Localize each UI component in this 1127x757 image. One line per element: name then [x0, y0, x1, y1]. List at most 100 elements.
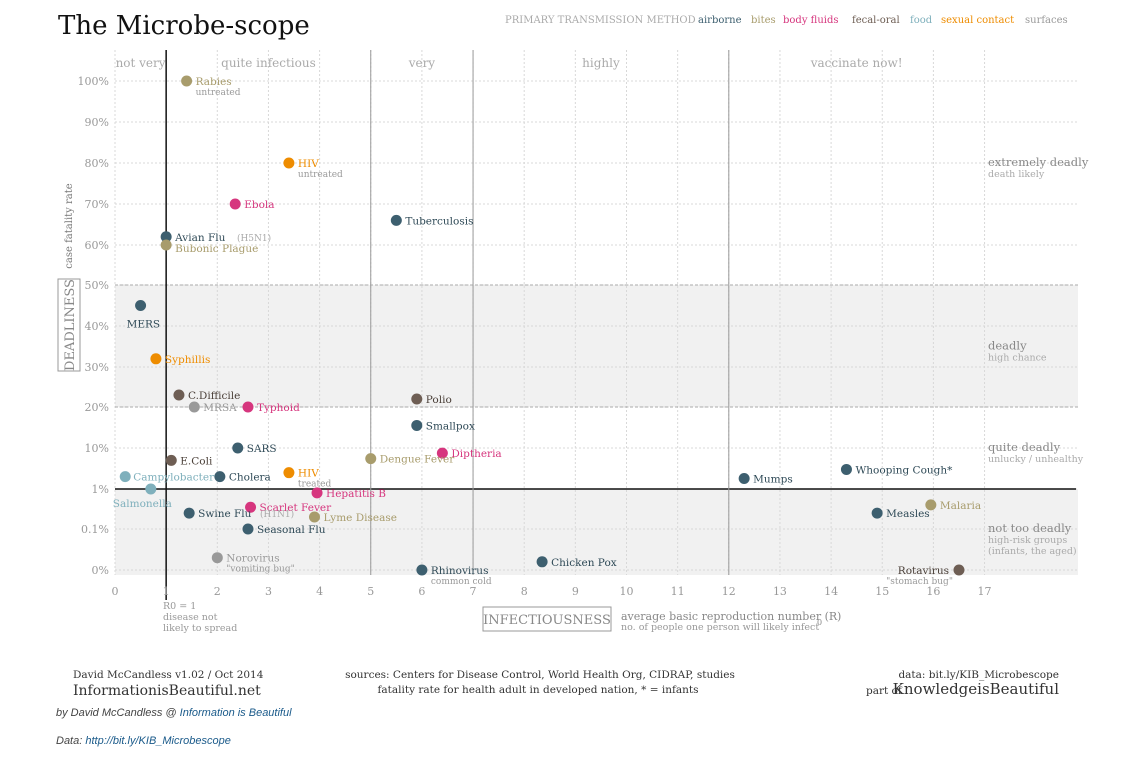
legend-item-fecal-oral: fecal-oral — [852, 15, 900, 26]
x-tick-label: 13 — [773, 585, 787, 598]
point-hiv-label: HIV — [298, 158, 319, 170]
x-axis-note-end: ) — [837, 610, 841, 623]
point-rhinovirus — [416, 564, 428, 576]
point-polio — [411, 393, 423, 405]
x-axis-label: INFECTIOUSNESS — [483, 613, 611, 628]
point-malaria-label: Malaria — [940, 500, 981, 512]
point-rotavirus-label: Rotavirus — [898, 565, 949, 577]
point-sars — [232, 442, 244, 454]
point-avian-flu-tag: (H5N1) — [237, 233, 271, 244]
y-tick-label: 1% — [92, 483, 109, 496]
x-zone-label: quite infectious — [221, 56, 316, 70]
x-zone-label: not very — [116, 56, 166, 70]
credit-data-link[interactable]: http://bit.ly/KIB_Microbescope — [85, 735, 231, 747]
point-mers-label: MERS — [127, 319, 161, 331]
x-tick-label: 12 — [722, 585, 736, 598]
x-axis-note: average basic reproduction number (R — [621, 610, 838, 623]
r0-note: likely to spread — [163, 623, 237, 634]
y-tick-label: 80% — [85, 157, 109, 170]
point-mrsa-label: MRSA — [203, 402, 237, 414]
y-zone-label: extremely deadly — [988, 155, 1089, 169]
point-rabies-label: Rabies — [196, 76, 232, 88]
point-diptheria-label: Diptheria — [451, 448, 501, 460]
y-zone-sublabel: high-risk groups — [988, 535, 1067, 546]
point-lyme-disease-label: Lyme Disease — [323, 512, 396, 524]
x-tick-label: 17 — [978, 585, 992, 598]
point-c-difficile — [173, 389, 185, 401]
y-tick-label: 100% — [78, 75, 109, 88]
x-zone-label: vaccinate now! — [810, 56, 903, 70]
r0-note: R0 = 1 — [163, 601, 196, 612]
point-bubonic-plague-label: Bubonic Plague — [175, 243, 258, 255]
point-whooping-cough- — [840, 463, 852, 475]
legend-item-airborne: airborne — [698, 15, 742, 26]
point-tuberculosis-label: Tuberculosis — [405, 215, 473, 227]
x-tick-label: 8 — [521, 585, 528, 598]
x-tick-label: 9 — [572, 585, 579, 598]
point-rabies-sublabel: untreated — [196, 88, 241, 98]
footer-data-link: data: bit.ly/KIB_Microbescope — [898, 669, 1059, 681]
xlabel-box — [482, 606, 612, 632]
x-tick-label: 16 — [926, 585, 940, 598]
point-seasonal-flu — [242, 523, 254, 535]
band-deadly — [115, 285, 1078, 407]
y-zone-label: not too deadly — [988, 521, 1072, 535]
point-mumps-label: Mumps — [753, 474, 793, 486]
point-norovirus-sublabel: "vomiting bug" — [226, 565, 294, 575]
point-sars-label: SARS — [247, 443, 277, 455]
point-hiv-sublabel: untreated — [298, 170, 343, 180]
y-tick-label: 40% — [85, 320, 109, 333]
point-ebola — [229, 198, 241, 210]
x-tick-label: 11 — [671, 585, 685, 598]
credit-by-text: by David McCandless @ — [56, 707, 180, 719]
x-tick-label: 7 — [470, 585, 477, 598]
y-tick-label: 10% — [85, 442, 109, 455]
credit-by-link[interactable]: Information is Beautiful — [179, 707, 292, 719]
point-typhoid-label: Typhoid — [257, 402, 300, 414]
point-mrsa — [188, 401, 200, 413]
point-rhinovirus-label: Rhinovirus — [431, 565, 489, 577]
point-malaria — [925, 499, 937, 511]
point-avian-flu — [160, 231, 172, 243]
point-diptheria — [436, 447, 448, 459]
y-zone-label: deadly — [988, 339, 1027, 353]
point-e-coli — [165, 454, 177, 466]
credit-by: by David McCandless @ Information is Bea… — [56, 707, 292, 719]
x-axis-note2: no. of people one person will likely inf… — [621, 622, 819, 633]
legend-item-body-fluids: body fluids — [783, 15, 839, 26]
point-hiv — [283, 157, 295, 169]
legend-item-bites: bites — [751, 15, 776, 26]
point-swine-flu-tag: (H1N1) — [260, 509, 294, 520]
point-smallpox-label: Smallpox — [426, 420, 475, 432]
point-mers — [135, 300, 147, 311]
y-tick-label: 60% — [85, 239, 109, 252]
y-tick-label: 30% — [85, 361, 109, 374]
x-tick-label: 14 — [824, 585, 838, 598]
x-tick-label: 0 — [112, 585, 119, 598]
page-title: The Microbe-scope — [58, 11, 310, 41]
x-tick-label: 4 — [316, 585, 323, 598]
x-tick-label: 5 — [367, 585, 374, 598]
footer-kib: KnowledgeisBeautiful — [893, 680, 1060, 698]
y-zone-sublabel: death likely — [988, 169, 1045, 180]
x-tick-label: 15 — [875, 585, 889, 598]
y-axis-label: DEADLINESS — [63, 279, 78, 371]
point-c-difficile-label: C.Difficile — [188, 390, 240, 402]
point-rotavirus-sublabel: "stomach bug" — [886, 577, 953, 587]
point-chicken-pox — [536, 556, 548, 568]
legend-item-food: food — [910, 15, 933, 26]
band-not-too-deadly — [115, 489, 1078, 575]
point-cholera-label: Cholera — [229, 472, 271, 484]
point-norovirus-label: Norovirus — [226, 553, 279, 565]
point-ebola-label: Ebola — [244, 199, 274, 211]
point-norovirus — [211, 552, 223, 564]
x-zone-label: very — [408, 56, 436, 70]
y-tick-label: 0.1% — [81, 523, 109, 536]
point-swine-flu — [183, 507, 195, 519]
y-tick-label: 0% — [92, 564, 109, 577]
y-zone-sublabel: unlucky / unhealthy — [988, 454, 1084, 465]
point-syphillis — [150, 353, 162, 365]
point-rabies — [181, 75, 193, 87]
x-tick-label: 1 — [163, 585, 170, 598]
